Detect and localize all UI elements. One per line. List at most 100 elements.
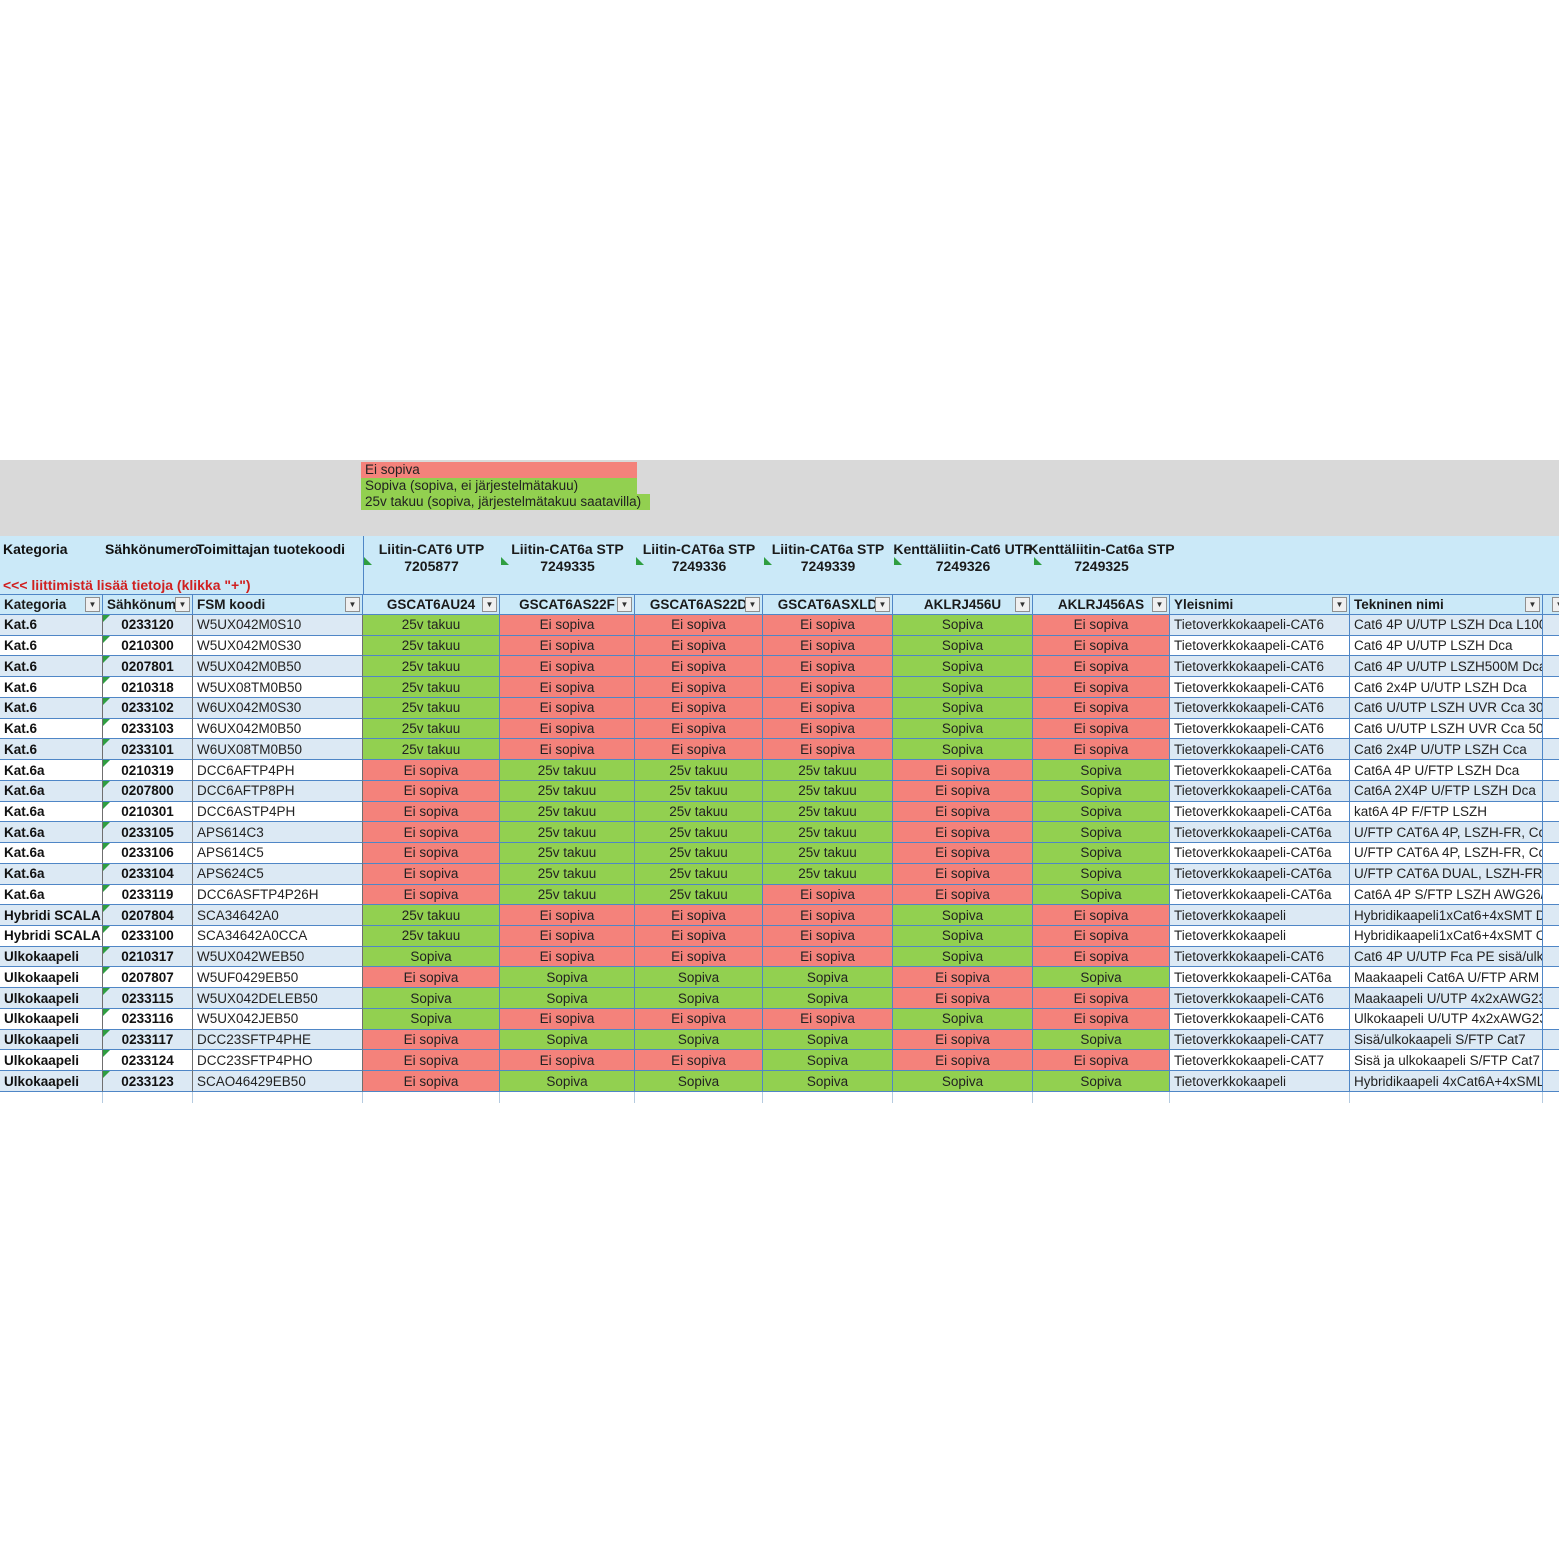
status-cell[interactable]: Ei sopiva: [893, 967, 1033, 989]
clipped-cell[interactable]: [1543, 677, 1559, 698]
status-cell[interactable]: 25v takuu: [363, 697, 500, 719]
kategoria-cell[interactable]: Kat.6: [0, 718, 103, 740]
yleisnimi-cell[interactable]: Tietoverkkokaapeli-CAT6: [1170, 1008, 1350, 1030]
yleisnimi-cell[interactable]: Tietoverkkokaapeli-CAT6a: [1170, 801, 1350, 823]
kategoria-cell[interactable]: Kat.6a: [0, 884, 103, 906]
status-cell[interactable]: Ei sopiva: [1033, 635, 1170, 657]
sahkonumero-cell[interactable]: 0233103: [103, 718, 193, 740]
status-cell[interactable]: 25v takuu: [363, 718, 500, 740]
status-cell[interactable]: 25v takuu: [363, 926, 500, 947]
kategoria-cell[interactable]: Ulkokaapeli: [0, 988, 103, 1009]
filter-header-cell[interactable]: Tekninen nimi ▼: [1350, 595, 1543, 615]
status-cell[interactable]: Ei sopiva: [893, 1050, 1033, 1072]
kategoria-cell[interactable]: Ulkokaapeli: [0, 1029, 103, 1051]
status-cell[interactable]: Ei sopiva: [500, 1008, 635, 1030]
status-cell[interactable]: 25v takuu: [363, 905, 500, 927]
status-cell[interactable]: Ei sopiva: [635, 677, 763, 698]
status-cell[interactable]: Ei sopiva: [893, 780, 1033, 802]
kategoria-cell[interactable]: Ulkokaapeli: [0, 946, 103, 968]
sahkonumero-cell[interactable]: 0210300: [103, 635, 193, 657]
kategoria-cell[interactable]: Ulkokaapeli: [0, 1008, 103, 1030]
fsm-cell[interactable]: DCC6ASFTP4P26H: [193, 884, 363, 906]
status-cell[interactable]: Ei sopiva: [763, 635, 893, 657]
status-cell[interactable]: Sopiva: [363, 1008, 500, 1030]
status-cell[interactable]: Sopiva: [893, 635, 1033, 657]
status-cell[interactable]: Ei sopiva: [500, 635, 635, 657]
status-cell[interactable]: 25v takuu: [635, 801, 763, 823]
status-cell[interactable]: Ei sopiva: [1033, 1050, 1170, 1072]
status-cell[interactable]: Ei sopiva: [635, 697, 763, 719]
tekninen-cell[interactable]: Cat6 4P U/UTP LSZH Dca L100: [1350, 615, 1543, 636]
tekninen-cell[interactable]: kat6A 4P F/FTP LSZH: [1350, 801, 1543, 823]
yleisnimi-cell[interactable]: Tietoverkkokaapeli-CAT7: [1170, 1050, 1350, 1072]
tekninen-cell[interactable]: Cat6 U/UTP LSZH UVR Cca 500m: [1350, 718, 1543, 740]
status-cell[interactable]: Ei sopiva: [1033, 739, 1170, 761]
status-cell[interactable]: Ei sopiva: [635, 739, 763, 761]
status-cell[interactable]: Ei sopiva: [500, 615, 635, 636]
clipped-cell[interactable]: [1543, 718, 1559, 740]
status-cell[interactable]: Ei sopiva: [363, 843, 500, 864]
sahkonumero-cell[interactable]: 0233115: [103, 988, 193, 1009]
status-cell[interactable]: 25v takuu: [500, 760, 635, 781]
fsm-cell[interactable]: DCC23SFTP4PHE: [193, 1029, 363, 1051]
product-header-cell[interactable]: Liitin-CAT6a STP 7249336: [635, 536, 763, 576]
status-cell[interactable]: 25v takuu: [363, 615, 500, 636]
status-cell[interactable]: Ei sopiva: [1033, 718, 1170, 740]
status-cell[interactable]: Sopiva: [1033, 967, 1170, 989]
fsm-cell[interactable]: APS624C5: [193, 863, 363, 885]
tekninen-cell[interactable]: Cat6 4P U/UTP LSZH500M Dca: [1350, 656, 1543, 678]
status-cell[interactable]: Sopiva: [1033, 1029, 1170, 1051]
status-cell[interactable]: 25v takuu: [635, 863, 763, 885]
clipped-cell[interactable]: [1543, 988, 1559, 1009]
status-cell[interactable]: Sopiva: [763, 1029, 893, 1051]
kategoria-cell[interactable]: Hybridi SCALA: [0, 905, 103, 927]
status-cell[interactable]: 25v takuu: [763, 863, 893, 885]
sahkonumero-cell[interactable]: 0207804: [103, 905, 193, 927]
yleisnimi-cell[interactable]: Tietoverkkokaapeli-CAT6a: [1170, 863, 1350, 885]
status-cell[interactable]: 25v takuu: [635, 760, 763, 781]
status-cell[interactable]: 25v takuu: [363, 739, 500, 761]
sahkonumero-cell[interactable]: 0233119: [103, 884, 193, 906]
yleisnimi-cell[interactable]: Tietoverkkokaapeli-CAT6a: [1170, 760, 1350, 781]
status-cell[interactable]: 25v takuu: [635, 822, 763, 844]
clipped-cell[interactable]: [1543, 863, 1559, 885]
status-cell[interactable]: Ei sopiva: [1033, 697, 1170, 719]
filter-header-cell[interactable]: GSCAT6AU24 ▼: [363, 595, 500, 615]
sahkonumero-cell[interactable]: 0210301: [103, 801, 193, 823]
clipped-cell[interactable]: [1543, 822, 1559, 844]
status-cell[interactable]: Sopiva: [763, 1071, 893, 1092]
filter-header-cell-clipped[interactable]: ▼: [1543, 595, 1559, 615]
status-cell[interactable]: 25v takuu: [363, 656, 500, 678]
status-cell[interactable]: Ei sopiva: [635, 615, 763, 636]
status-cell[interactable]: Ei sopiva: [1033, 946, 1170, 968]
status-cell[interactable]: Ei sopiva: [500, 946, 635, 968]
status-cell[interactable]: Ei sopiva: [363, 760, 500, 781]
status-cell[interactable]: Ei sopiva: [1033, 926, 1170, 947]
filter-dropdown-button[interactable]: ▼: [482, 597, 497, 612]
status-cell[interactable]: Sopiva: [1033, 884, 1170, 906]
status-cell[interactable]: Ei sopiva: [1033, 905, 1170, 927]
status-cell[interactable]: Sopiva: [763, 988, 893, 1009]
filter-header-cell[interactable]: Yleisnimi ▼: [1170, 595, 1350, 615]
fsm-cell[interactable]: W6UX042M0B50: [193, 718, 363, 740]
yleisnimi-cell[interactable]: Tietoverkkokaapeli-CAT6: [1170, 656, 1350, 678]
status-cell[interactable]: 25v takuu: [635, 780, 763, 802]
status-cell[interactable]: Sopiva: [1033, 760, 1170, 781]
sahkonumero-cell[interactable]: 0233101: [103, 739, 193, 761]
fsm-cell[interactable]: W5UX042JEB50: [193, 1008, 363, 1030]
status-cell[interactable]: Ei sopiva: [635, 1008, 763, 1030]
filter-dropdown-button[interactable]: ▼: [1015, 597, 1030, 612]
fsm-cell[interactable]: APS614C3: [193, 822, 363, 844]
status-cell[interactable]: Ei sopiva: [763, 946, 893, 968]
status-cell[interactable]: Ei sopiva: [500, 905, 635, 927]
status-cell[interactable]: Ei sopiva: [893, 760, 1033, 781]
status-cell[interactable]: Sopiva: [893, 905, 1033, 927]
clipped-cell[interactable]: [1543, 739, 1559, 761]
status-cell[interactable]: Ei sopiva: [363, 1050, 500, 1072]
product-header-cell[interactable]: Kenttäliitin-Cat6 UTP 7249326: [893, 536, 1033, 576]
yleisnimi-cell[interactable]: Tietoverkkokaapeli-CAT6: [1170, 677, 1350, 698]
status-cell[interactable]: Ei sopiva: [763, 718, 893, 740]
product-header-cell[interactable]: Liitin-CAT6a STP 7249335: [500, 536, 635, 576]
status-cell[interactable]: Ei sopiva: [635, 946, 763, 968]
kategoria-cell[interactable]: Kat.6a: [0, 780, 103, 802]
